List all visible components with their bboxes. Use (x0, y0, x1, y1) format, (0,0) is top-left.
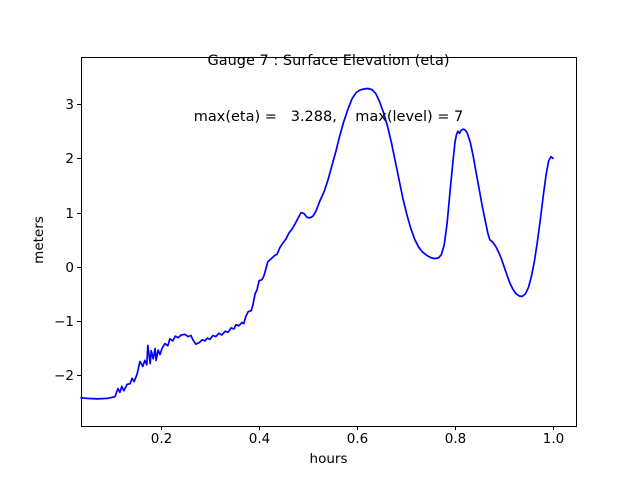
x-axis-label: hours (309, 451, 348, 467)
chart-title: Gauge 7 : Surface Elevation (eta) max(et… (81, 15, 576, 163)
plot-frame (81, 57, 577, 427)
chart-title-line2: max(eta) = 3.288, max(level) = 7 (193, 108, 464, 125)
y-tick-label: 3 (65, 97, 74, 113)
y-tick-label: 2 (65, 151, 74, 167)
y-tick-label: 0 (65, 260, 74, 276)
y-tick-label: −1 (54, 314, 74, 330)
y-axis-label-text: meters (31, 216, 47, 264)
chart-title-line1: Gauge 7 : Surface Elevation (eta) (207, 53, 450, 69)
y-tick-label: 1 (65, 206, 74, 222)
x-tick-label: 0.4 (249, 431, 270, 447)
eta-curve (80, 87, 554, 400)
x-tick-label: 0.2 (151, 431, 172, 447)
x-tick-label: 0.8 (445, 431, 466, 447)
y-tick-label: −2 (54, 368, 74, 384)
x-tick-label: 1.0 (543, 431, 564, 447)
x-tick-label: 0.6 (347, 431, 368, 447)
